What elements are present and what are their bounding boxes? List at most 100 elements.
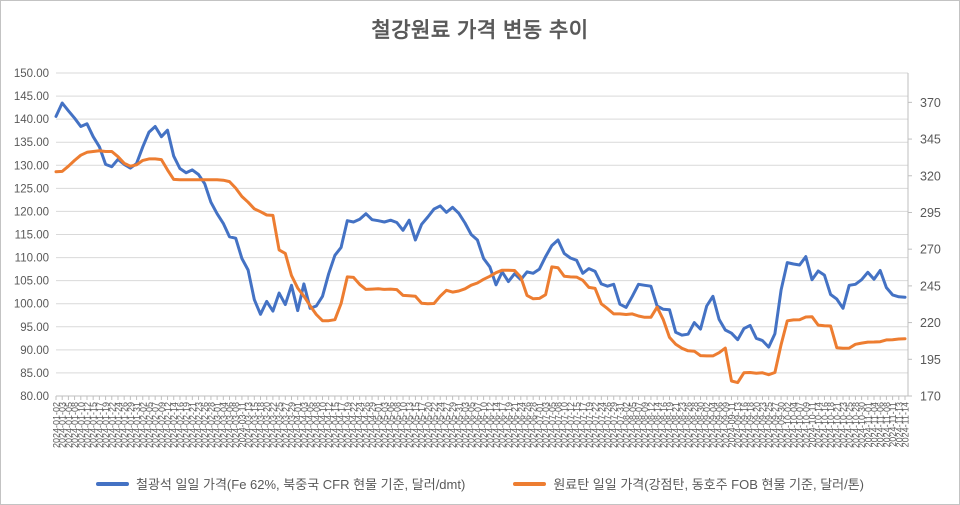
x-axis-tick-label: 2024-07-26: [603, 402, 613, 448]
x-axis-tick-label: 2024-05-22: [430, 402, 440, 448]
x-axis-tick-label: 2024-03-08: [231, 402, 241, 448]
x-axis-tick-label: 2024-10-16: [820, 402, 830, 448]
x-axis-tick-label: 2024-07-24: [597, 402, 607, 448]
legend-item-coking-coal: 원료탄 일일 가격(강점탄, 동호주 FOB 현물 기준, 달러/톤): [513, 474, 864, 493]
x-axis-tick-label: 2024-04-08: [312, 402, 322, 448]
x-axis-tick-label: 2024-01-17: [95, 402, 105, 448]
x-axis-tick-label: 2024-07-12: [566, 402, 576, 448]
y-axis-right-tick-label: 370: [920, 96, 941, 110]
x-axis-tick-label: 2024-09-25: [764, 402, 774, 448]
x-axis-tick-label: 2024-06-05: [467, 402, 477, 448]
x-axis-tick-label: 2024-07-29: [609, 402, 619, 448]
x-axis-tick-label: 2024-11-13: [894, 402, 904, 447]
x-axis-tick-label: 2024-06-14: [491, 402, 501, 448]
x-axis-tick-label: 2024-09-27: [770, 402, 780, 448]
x-axis-tick-label: 2024-06-21: [510, 402, 520, 448]
x-axis-tick-label: 2024-04-22: [349, 402, 359, 448]
x-axis-tick-label: 2024-08-09: [640, 402, 650, 448]
x-axis-tick-label: 2024-01-22: [107, 402, 117, 448]
x-axis-tick-label: 2024-04-15: [330, 402, 340, 448]
x-axis-tick-label: 2024-06-19: [504, 402, 514, 448]
x-axis-tick-label: 2024-07-31: [615, 402, 625, 448]
x-axis-tick-label: 2024-09-20: [752, 402, 762, 448]
x-axis-tick-label: 2024-03-20: [262, 402, 272, 448]
x-axis-tick-label: 2024-05-17: [417, 402, 427, 448]
x-axis-tick-label: 2024-09-23: [758, 402, 768, 448]
x-axis-tick-label: 2024-11-06: [876, 402, 886, 447]
x-axis-tick-label: 2024-07-17: [578, 402, 588, 448]
x-axis-tick-label: 2024-03-25: [275, 402, 285, 448]
x-axis-tick-label: 2024-01-15: [89, 402, 99, 448]
y-axis-right-tick-label: 320: [920, 169, 941, 183]
x-axis-tick-label: 2024-03-04: [219, 402, 229, 448]
x-axis-tick-label: 2024-07-10: [560, 402, 570, 448]
x-axis-tick-label: 2024-02-02: [138, 402, 148, 448]
legend-label-coking-coal: 원료탄 일일 가격(강점탄, 동호주 FOB 현물 기준, 달러/톤): [553, 477, 865, 492]
x-axis-tick-label: 2024-05-01: [374, 402, 384, 448]
x-axis-tick-label: 2024-11-11: [888, 402, 898, 447]
x-axis-tick-label: 2024-09-30: [777, 402, 787, 448]
legend-item-iron-ore: 철광석 일일 가격(Fe 62%, 북중국 CFR 현물 기준, 달러/dmt): [95, 474, 466, 493]
x-axis-tick-label: 2024-05-29: [448, 402, 458, 448]
legend-label-iron-ore: 철광석 일일 가격(Fe 62%, 북중국 CFR 현물 기준, 달러/dmt): [135, 477, 466, 492]
x-axis-tick-label: 2024-10-07: [795, 402, 805, 448]
x-axis-tick-label: 2024-05-15: [411, 402, 421, 448]
x-axis-tick-label: 2024-05-06: [386, 402, 396, 448]
y-axis-left-tick-label: 125.00: [14, 183, 49, 195]
x-axis-tick-label: 2024-08-07: [634, 402, 644, 448]
y-axis-right-tick-label: 220: [920, 316, 941, 330]
x-axis-tick-label: 2024-03-22: [268, 402, 278, 448]
x-axis-tick-label: 2024-10-30: [857, 402, 867, 448]
y-axis-left-tick-label: 90.00: [20, 345, 49, 357]
x-axis-tick-label: 2024-01-08: [70, 402, 80, 448]
x-axis-tick-label: 2024-10-23: [839, 402, 849, 448]
y-axis-left-tick-label: 95.00: [20, 322, 49, 334]
x-axis-tick-label: 2024-07-01: [535, 402, 545, 448]
x-axis-tick-label: 2024-08-05: [628, 402, 638, 448]
x-axis-tick-label: 2024-08-02: [622, 402, 632, 448]
x-axis-tick-label: 2024-06-24: [516, 402, 526, 448]
x-axis-tick-label: 2024-08-21: [671, 402, 681, 448]
x-axis-tick-label: 2024-10-04: [789, 402, 799, 448]
x-axis-tick-label: 2024-01-12: [82, 402, 92, 448]
x-axis-tick-label: 2024-06-12: [485, 402, 495, 448]
x-axis-tick-label: 2024-06-17: [498, 402, 508, 448]
x-axis-tick-label: 2024-06-28: [529, 402, 539, 448]
iron-ore-line-sample: [95, 481, 129, 486]
x-axis-tick-label: 2024-01-31: [132, 402, 142, 448]
x-axis-tick-label: 2024-02-19: [182, 402, 192, 448]
x-axis-tick-label: 2024-09-16: [739, 402, 749, 448]
x-axis-tick-label: 2024-02-14: [169, 402, 179, 448]
x-axis-tick-label: 2024-02-26: [200, 402, 210, 448]
plot-area: 150.00 145.00 140.00 135.00 130.00 125.00 120.…: [14, 68, 941, 448]
x-axis-tick-label: 2024-09-04: [708, 402, 718, 448]
y-axis-right-tick-label: 270: [920, 243, 941, 257]
x-axis-tick-label: 2024-02-23: [194, 402, 204, 448]
x-axis-tick-label: 2024-10-09: [801, 402, 811, 448]
x-axis-tick-label: 2024-04-03: [299, 402, 309, 448]
x-axis-tick-label: 2024-01-10: [76, 402, 86, 448]
y-axis-left-tick-label: 100.00: [14, 299, 49, 311]
x-axis-tick-label: 2024-05-20: [423, 402, 433, 448]
x-axis-tick-label: 2024-01-02: [52, 402, 62, 448]
y-axis-left-tick-label: 105.00: [14, 276, 49, 288]
y-axis-right-tick-label: 195: [920, 353, 941, 367]
x-axis-tick-label: 2024-02-05: [144, 402, 154, 448]
x-axis-tick-label: 2024-10-02: [783, 402, 793, 448]
x-axis-tick-label: 2024-10-18: [826, 402, 836, 448]
x-axis-tick-label: 2024-05-08: [392, 402, 402, 448]
x-axis-tick-label: 2024-08-26: [684, 402, 694, 448]
x-axis-tick-label: 2024-05-13: [405, 402, 415, 448]
x-axis-tick-label: 2024-06-10: [479, 402, 489, 448]
x-axis-tick-label: 2024-09-18: [746, 402, 756, 448]
x-axis-tick-label: 2024-11-14: [901, 402, 911, 447]
chart-title: 철강원료 가격 변동 추이: [371, 19, 589, 42]
iron-ore-line: [54, 101, 907, 349]
x-axis-tick-label: 2024-04-19: [343, 402, 353, 448]
y-axis-right-tick-label: 345: [920, 133, 941, 147]
x-axis-tick-label: 2024-08-23: [677, 402, 687, 448]
x-axis-tick-label: 2024-08-30: [696, 402, 706, 448]
x-axis-tick-label: 2024-09-13: [733, 402, 743, 448]
x-axis-tick-label: 2024-01-19: [101, 402, 111, 448]
x-axis-tick-label: 2024-02-07: [151, 402, 161, 448]
